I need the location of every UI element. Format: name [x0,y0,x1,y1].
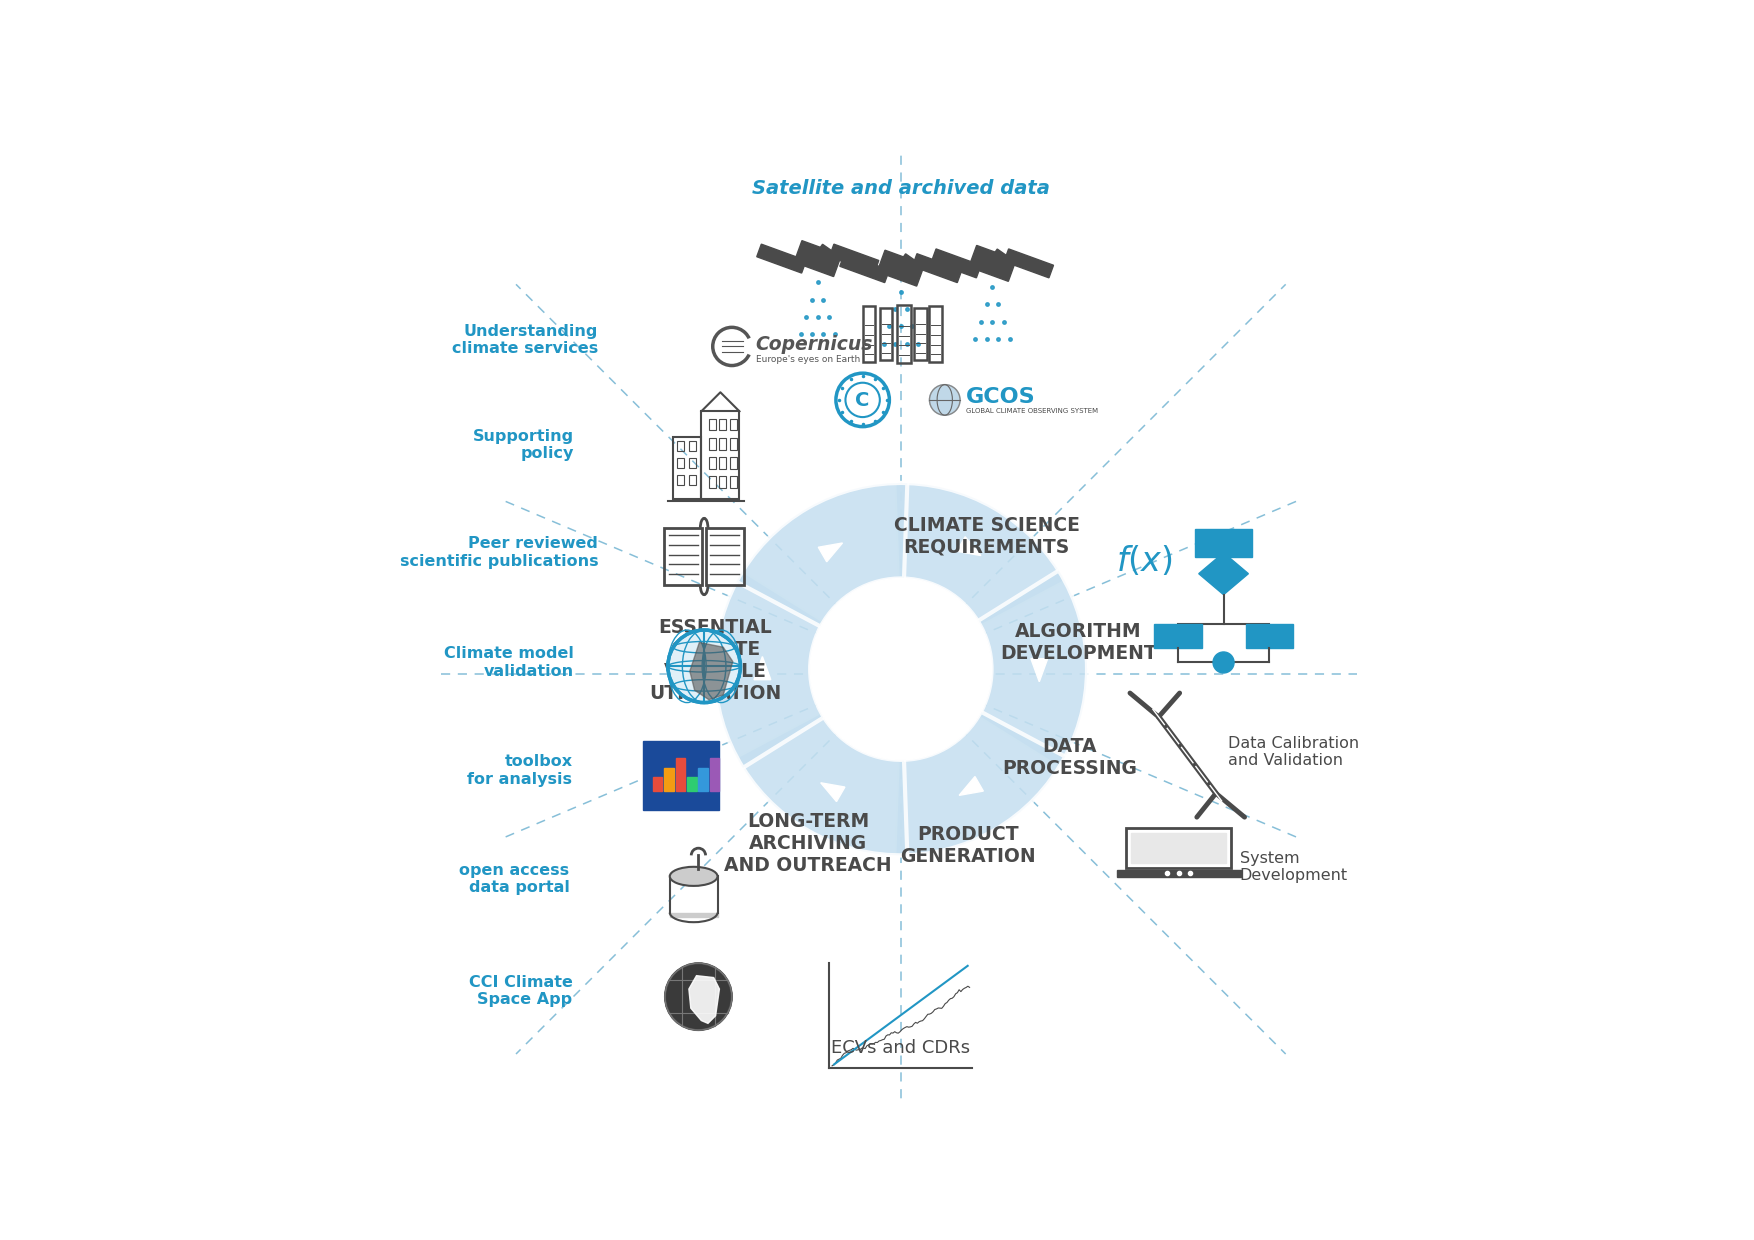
Circle shape [668,630,740,703]
Text: LONG-TERM
ARCHIVING
AND OUTREACH: LONG-TERM ARCHIVING AND OUTREACH [724,812,893,875]
Polygon shape [665,768,674,791]
Text: Climate model
validation: Climate model validation [444,646,574,678]
Polygon shape [898,254,916,270]
Polygon shape [754,656,770,680]
Circle shape [810,578,991,760]
Text: GLOBAL CLIMATE OBSERVING SYSTEM: GLOBAL CLIMATE OBSERVING SYSTEM [966,408,1098,414]
Circle shape [930,384,959,415]
Polygon shape [840,254,889,283]
Text: $f(x)$: $f(x)$ [1116,544,1173,578]
Polygon shape [912,254,961,283]
Polygon shape [830,244,879,273]
Polygon shape [689,642,733,699]
Text: open access
data portal: open access data portal [460,863,570,895]
Wedge shape [737,712,907,856]
Polygon shape [816,244,831,260]
Polygon shape [991,249,1007,265]
Polygon shape [1031,658,1047,682]
Text: PRODUCT
GENERATION: PRODUCT GENERATION [900,826,1035,867]
Polygon shape [795,241,842,277]
Text: C: C [856,392,870,410]
Wedge shape [737,484,907,626]
Polygon shape [1245,624,1293,649]
Polygon shape [931,249,980,278]
Polygon shape [1194,528,1252,558]
Text: DATA
PROCESSING: DATA PROCESSING [1002,738,1137,779]
Text: CCI Climate
Space App: CCI Climate Space App [468,975,572,1007]
Text: Europe's eyes on Earth: Europe's eyes on Earth [756,356,859,365]
Polygon shape [877,250,924,286]
Wedge shape [977,570,1087,768]
Text: GCOS: GCOS [966,387,1035,407]
Text: Copernicus: Copernicus [756,335,873,355]
Ellipse shape [670,867,717,885]
Polygon shape [821,782,845,801]
Polygon shape [652,777,661,791]
Text: ALGORITHM
DEVELOPMENT: ALGORITHM DEVELOPMENT [1000,622,1158,663]
Text: ESSENTIAL
CLIMATE
VARIABLE
UTILIZATION: ESSENTIAL CLIMATE VARIABLE UTILIZATION [649,618,782,703]
Polygon shape [710,758,719,791]
Wedge shape [895,484,1065,626]
Polygon shape [1003,249,1054,278]
Text: ECVs and CDRs: ECVs and CDRs [831,1039,970,1058]
Text: Data Calibration
and Validation: Data Calibration and Validation [1228,737,1359,769]
Wedge shape [714,570,824,768]
Wedge shape [895,712,1065,856]
Text: toolbox
for analysis: toolbox for analysis [467,754,572,786]
Polygon shape [698,768,709,791]
Circle shape [1214,652,1235,673]
Polygon shape [756,244,807,273]
Polygon shape [956,537,980,556]
Polygon shape [1154,624,1201,649]
Text: CLIMATE SCIENCE
REQUIREMENTS: CLIMATE SCIENCE REQUIREMENTS [895,516,1080,557]
Polygon shape [1131,833,1226,863]
Text: Satellite and archived data: Satellite and archived data [752,180,1051,198]
Polygon shape [1198,553,1249,595]
Polygon shape [689,976,719,1023]
Circle shape [665,963,731,1030]
Polygon shape [675,758,686,791]
Polygon shape [819,543,842,562]
Text: Peer reviewed
scientific publications: Peer reviewed scientific publications [400,537,598,569]
Polygon shape [959,776,984,795]
Polygon shape [1117,869,1240,878]
Text: Supporting
policy: Supporting policy [474,429,574,461]
Text: Understanding
climate services: Understanding climate services [453,324,598,356]
Polygon shape [968,246,1016,281]
Polygon shape [644,740,719,811]
Text: System
Development: System Development [1240,851,1347,883]
Polygon shape [688,777,696,791]
